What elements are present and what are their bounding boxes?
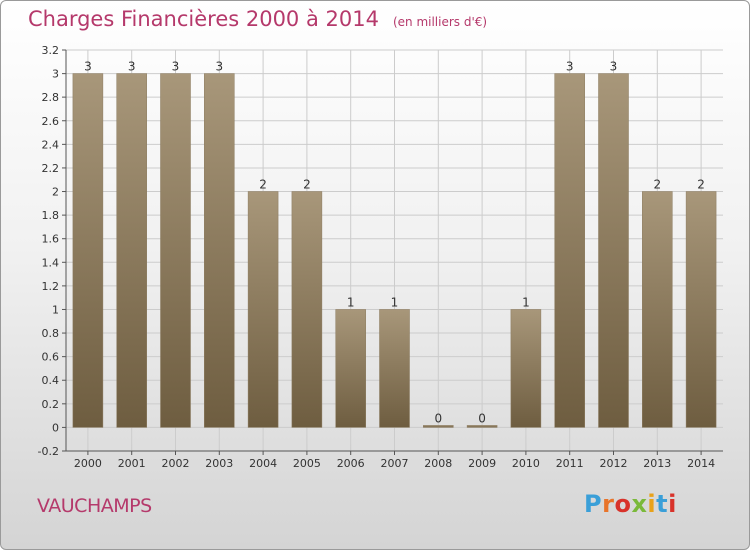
logo-letter: x: [631, 490, 648, 518]
bar-2010: [510, 309, 542, 428]
y-tick-label: 1.2: [42, 280, 60, 293]
y-tick-label: 3: [52, 68, 59, 81]
logo-letter: t: [656, 490, 669, 518]
bar-2004: [247, 191, 279, 428]
y-tick-label: 1.4: [42, 256, 60, 269]
bar-2003: [204, 73, 235, 428]
bar-2008: [423, 425, 454, 428]
bar-2007: [379, 309, 410, 428]
y-tick-label: 1: [52, 303, 59, 316]
data-label: 3: [610, 60, 618, 74]
x-tick-label: 2012: [600, 457, 628, 470]
x-tick-label: 2013: [643, 457, 671, 470]
data-label: 3: [84, 60, 92, 74]
x-tick-label: 2003: [205, 457, 233, 470]
y-tick-label: 2.2: [42, 162, 60, 175]
bar-2012: [598, 73, 629, 428]
data-label: 3: [566, 60, 574, 74]
y-tick-label: 0: [52, 421, 59, 434]
y-tick-label: 2.6: [42, 115, 60, 128]
y-tick-label: 1.6: [42, 233, 60, 246]
x-tick-label: 2004: [249, 457, 277, 470]
chart-subtitle: (en milliers d'€): [392, 15, 488, 29]
logo-letter: r: [602, 490, 615, 518]
data-label: 0: [434, 411, 442, 425]
x-tick-label: 2009: [468, 457, 496, 470]
x-tick-label: 2006: [337, 457, 365, 470]
bar-2014: [685, 191, 717, 428]
x-tick-label: 2008: [424, 457, 452, 470]
data-label: 1: [522, 295, 530, 309]
data-label: 0: [478, 411, 486, 425]
y-tick-label: 2.4: [42, 138, 60, 151]
x-tick-label: 2007: [381, 457, 409, 470]
chart-title: Charges Financières 2000 à 2014 (en milli…: [28, 7, 487, 31]
data-label: 3: [172, 60, 180, 74]
data-label: 2: [259, 178, 267, 192]
chart-title-text: Charges Financières 2000 à 2014: [28, 7, 379, 31]
logo-letter: i: [647, 490, 657, 518]
logo-letter: i: [668, 490, 677, 518]
bar-2011: [554, 73, 585, 428]
commune-name: VAUCHAMPS: [37, 495, 152, 517]
logo-letter: P: [584, 490, 603, 518]
bar-2000: [72, 73, 104, 428]
bar-2009: [466, 425, 498, 428]
x-tick-label: 2005: [293, 457, 321, 470]
x-tick-label: 2002: [162, 457, 190, 470]
x-tick-label: 2014: [687, 457, 715, 470]
bars: [72, 73, 717, 428]
x-tick-label: 2000: [74, 457, 102, 470]
data-label: 3: [128, 60, 136, 74]
x-tick-label: 2001: [118, 457, 146, 470]
data-label: 2: [653, 178, 661, 192]
data-label: 2: [697, 178, 705, 192]
data-label: 2: [303, 178, 311, 192]
bar-2013: [642, 191, 673, 428]
x-tick-label: 2010: [512, 457, 540, 470]
data-label: 3: [215, 60, 223, 74]
y-tick-label: 2: [52, 186, 59, 199]
y-tick-label: 0.8: [42, 327, 60, 340]
y-tick-label: 3.2: [42, 44, 60, 57]
bar-2002: [160, 73, 191, 428]
y-tick-label: 1.8: [42, 209, 60, 222]
data-label: 1: [347, 295, 355, 309]
data-label: 1: [391, 295, 399, 309]
logo-letter: o: [614, 490, 632, 518]
axes: [62, 49, 723, 455]
bar-2005: [291, 191, 323, 428]
bar-2006: [335, 309, 366, 428]
y-tick-label: 0.4: [42, 374, 60, 387]
proxiti-logo[interactable]: Proxiti: [584, 490, 677, 518]
y-tick-label: -0.2: [38, 445, 59, 458]
y-tick-label: 2.8: [42, 91, 60, 104]
bar-2001: [116, 73, 147, 428]
y-tick-label: 0.2: [42, 398, 60, 411]
labels: -0.2 0 0.2 0.4 0.6 0.8 1 1.2 1.4 1.6 1.8 2 2.2 2.4 2.6…: [38, 44, 716, 470]
x-tick-label: 2011: [556, 457, 584, 470]
y-tick-label: 0.6: [42, 351, 60, 364]
